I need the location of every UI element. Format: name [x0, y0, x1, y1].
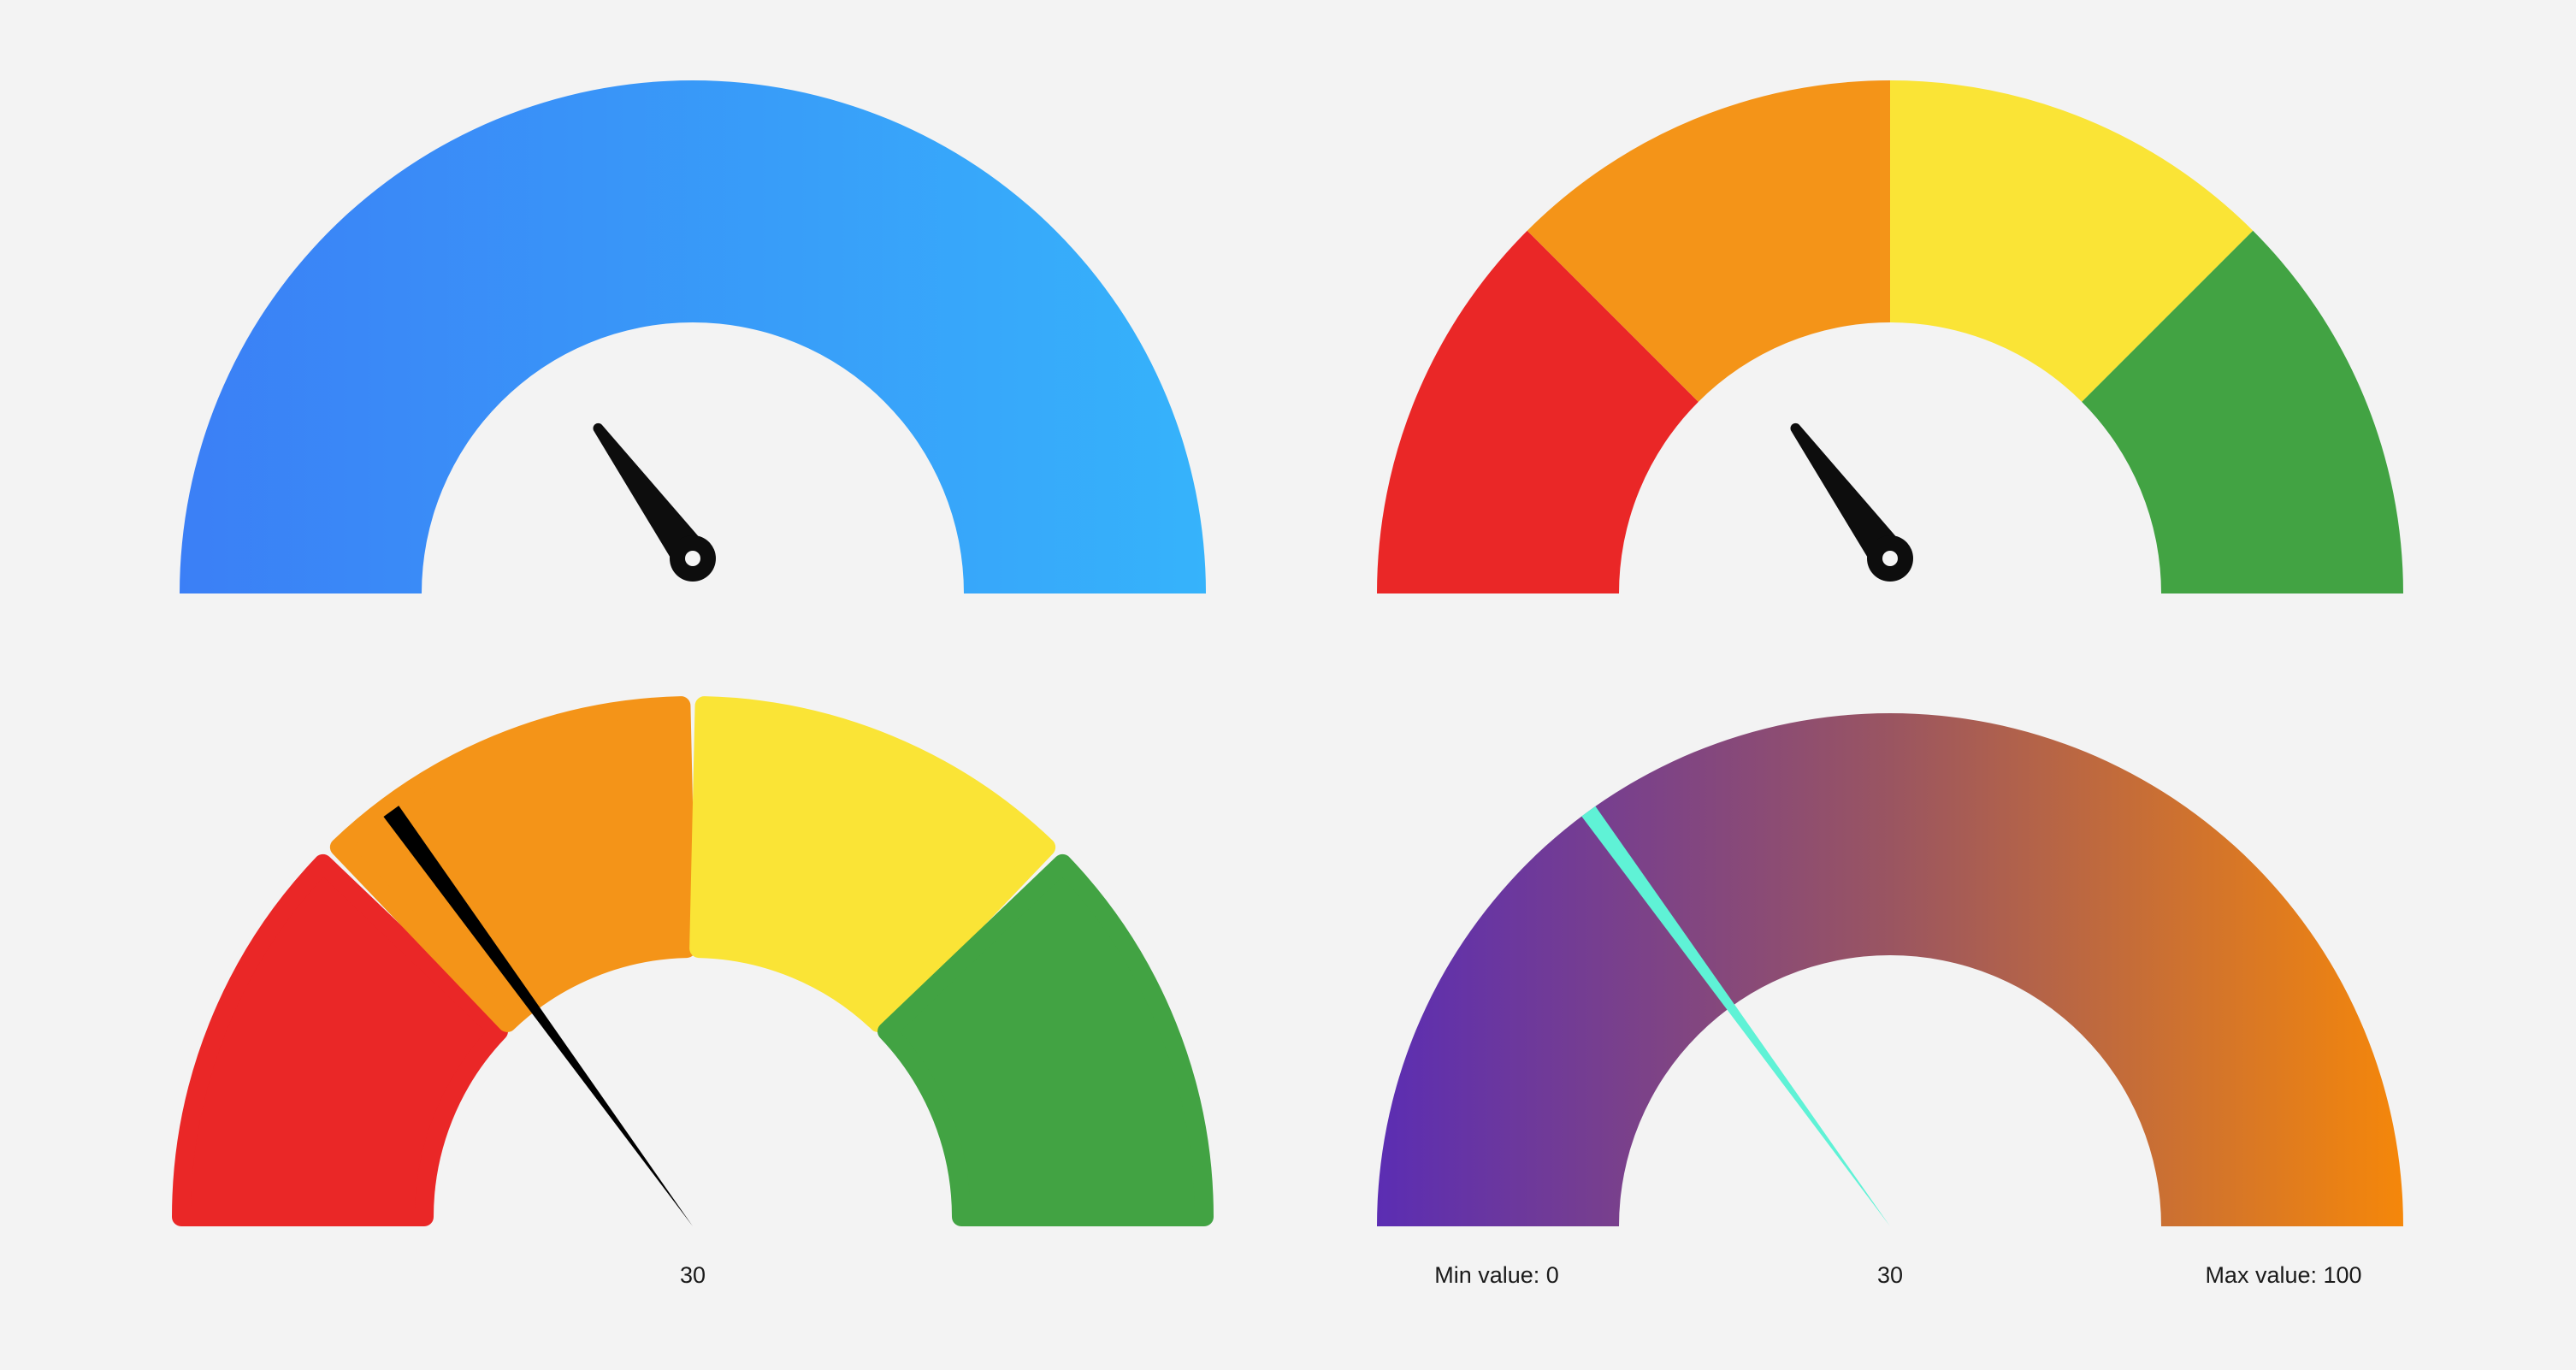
- gauge-min-label: Min value: 0: [1434, 1262, 1559, 1288]
- gauge-value-label: 30: [680, 1262, 706, 1288]
- gauge-segment: [329, 696, 696, 1032]
- needle-hub-dot: [685, 551, 700, 566]
- gauge-segment: [1377, 230, 1699, 593]
- needle: [593, 422, 708, 570]
- gauge-segment: [2082, 230, 2403, 593]
- gauge-segments: [172, 696, 1214, 1226]
- needle: [1790, 422, 1905, 570]
- segmented-gauge: [1377, 80, 2403, 593]
- gauge-segment: [689, 696, 1056, 1032]
- gauge-segment: [877, 853, 1214, 1226]
- needle-hub-dot: [1882, 551, 1898, 566]
- gauge-pointer[interactable]: [383, 806, 693, 1226]
- gauge-pointer[interactable]: [1581, 806, 1890, 1226]
- gauge-segment: [1527, 80, 1890, 402]
- gauge-segment: [1890, 80, 2254, 402]
- gradient-gauge-purple-orange: Min value: 0 30 Max value: 100: [1377, 713, 2403, 1288]
- gradient-gauge-blue: [180, 80, 1206, 593]
- gauge-segments: [1377, 80, 2403, 593]
- gauge-arc: [180, 80, 1206, 593]
- gauge-arc: [1377, 713, 2403, 1226]
- gauge-max-label: Max value: 100: [2205, 1262, 2361, 1288]
- gauge-pointer[interactable]: [593, 422, 716, 582]
- gauge-segment: [172, 853, 508, 1226]
- rounded-segmented-gauge: 30: [172, 696, 1214, 1288]
- gauge-value-label: 30: [1877, 1262, 1903, 1288]
- gauge-pointer[interactable]: [1790, 422, 1913, 582]
